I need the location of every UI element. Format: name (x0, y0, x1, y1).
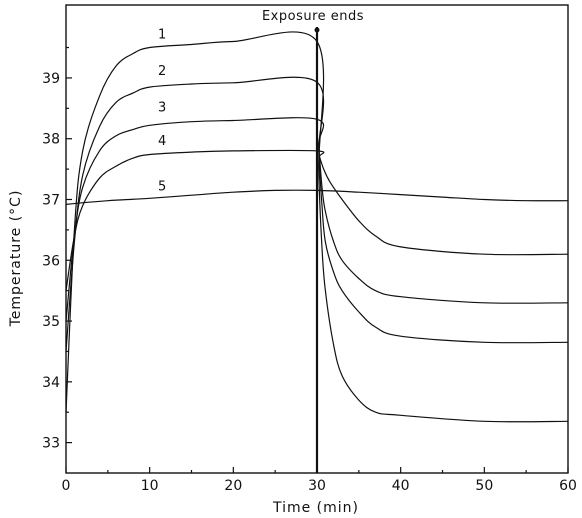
x-tick-label-4: 40 (392, 478, 410, 494)
y-axis-label: Temperature (°C) (8, 190, 24, 328)
y-tick-label-3: 36 (42, 253, 60, 269)
series-line-3 (65, 117, 569, 322)
series-line-1 (65, 31, 569, 423)
curve-label-4: 4 (158, 134, 166, 149)
x-tick-label-0: 0 (62, 478, 71, 494)
y-tick-label-5: 38 (42, 132, 60, 148)
y-tick-label-1: 34 (42, 375, 60, 391)
y-tick-label-0: 33 (42, 436, 60, 452)
curve-label-2: 2 (158, 64, 166, 79)
series-line-5 (65, 189, 569, 205)
y-tick-label-2: 35 (42, 314, 60, 330)
curve-labels: 1 2 3 4 5 (158, 27, 166, 194)
series-line-2 (65, 76, 569, 352)
curve-label-1: 1 (158, 27, 166, 42)
y-tick-label-4: 37 (42, 192, 60, 208)
x-tick-label-6: 60 (559, 478, 577, 494)
x-tick-label-5: 50 (475, 478, 493, 494)
curve-label-3: 3 (158, 100, 166, 115)
curves (65, 31, 569, 423)
x-axis-label: Time (min) (272, 500, 359, 516)
x-tick-label-3: 30 (308, 478, 326, 494)
curve-label-5: 5 (158, 179, 166, 194)
y-tick-label-6: 39 (42, 71, 60, 87)
exposure-annotation: Exposure ends (262, 9, 364, 24)
series-line-4 (65, 149, 569, 291)
exposure-end-dot (314, 27, 320, 33)
x-tick-label-2: 20 (224, 478, 242, 494)
x-tick-label-1: 10 (141, 478, 159, 494)
